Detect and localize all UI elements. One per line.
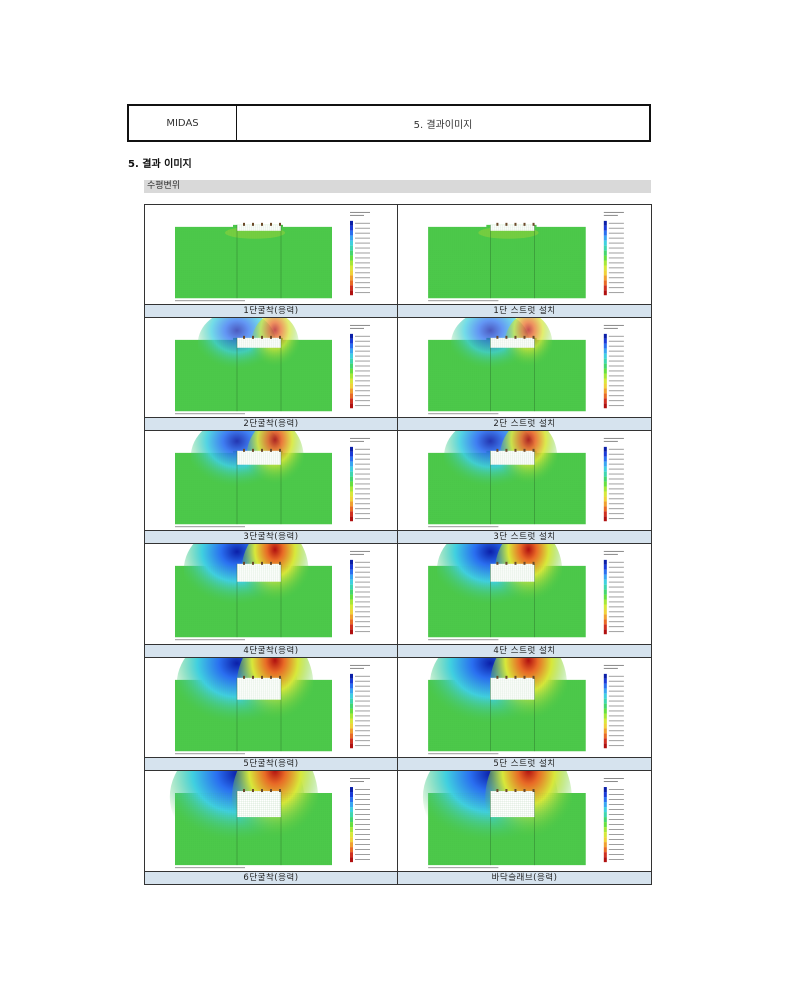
contour-plot	[428, 431, 624, 528]
result-cell: 1단 스트럿 설치	[398, 205, 651, 319]
color-legend	[350, 438, 370, 522]
result-cell: 2단 스트럿 설치	[398, 318, 651, 432]
contour-plot	[428, 657, 624, 754]
cell-caption: 3단굴착(응력)	[145, 530, 397, 544]
color-legend	[603, 438, 624, 522]
contour-image	[145, 657, 397, 757]
result-cell: 3단굴착(응력)	[145, 431, 398, 545]
contour-plot	[175, 544, 370, 641]
result-cell: 6단굴착(응력)	[145, 770, 398, 884]
contour-plot	[428, 211, 624, 302]
result-cell: 바닥슬래브(응력)	[398, 770, 651, 884]
soil-model	[175, 544, 332, 638]
result-cell: 5단굴착(응력)	[145, 657, 398, 771]
document-header: MIDAS 5. 결과이미지	[127, 104, 651, 142]
cell-caption: 5단 스트럿 설치	[398, 756, 651, 770]
contour-plot	[175, 657, 370, 754]
soil-model	[428, 544, 586, 638]
result-cell: 4단굴착(응력)	[145, 544, 398, 658]
soil-model	[175, 318, 332, 412]
color-legend	[350, 664, 370, 748]
color-legend	[603, 325, 624, 409]
soil-model	[428, 657, 586, 751]
soil-model	[428, 318, 586, 412]
color-legend	[603, 551, 624, 635]
result-cell: 2단굴착(응력)	[145, 318, 398, 432]
cell-caption: 3단 스트럿 설치	[398, 530, 651, 544]
soil-model	[175, 657, 332, 751]
contour-image	[145, 318, 397, 418]
cell-caption: 2단 스트럿 설치	[398, 417, 651, 431]
color-legend	[603, 777, 624, 862]
section-title: 5. 결과 이미지	[128, 159, 192, 170]
contour-image	[398, 431, 651, 531]
contour-plot	[422, 770, 624, 868]
header-company: MIDAS	[129, 106, 237, 140]
contour-plot	[175, 431, 370, 528]
soil-model	[175, 431, 332, 525]
soil-model	[422, 770, 586, 865]
color-legend	[350, 551, 370, 635]
contour-image	[145, 770, 397, 871]
contour-image	[145, 544, 397, 644]
color-legend	[350, 211, 370, 296]
cell-caption: 4단 스트럿 설치	[398, 643, 651, 657]
result-image-grid: 1단굴착(응력) 1단 스트럿 설치 2단굴착(응력) 2단 스트럿 설치 3단굴착(응…	[144, 204, 652, 885]
color-legend	[350, 325, 370, 409]
cell-caption: 6단굴착(응력)	[145, 870, 397, 884]
soil-model	[169, 770, 332, 865]
color-legend	[603, 664, 624, 748]
contour-image	[145, 205, 397, 305]
contour-plot	[428, 544, 624, 641]
cell-caption: 1단굴착(응력)	[145, 304, 397, 318]
contour-image	[145, 431, 397, 531]
subsection-bar: 수평변위	[144, 180, 651, 193]
contour-image	[398, 770, 651, 871]
header-section: 5. 결과이미지	[413, 119, 473, 131]
contour-image	[398, 318, 651, 418]
color-legend	[350, 777, 370, 862]
result-cell: 4단 스트럿 설치	[398, 544, 651, 658]
cell-caption: 1단 스트럿 설치	[398, 304, 651, 318]
result-cell: 3단 스트럿 설치	[398, 431, 651, 545]
contour-plot	[169, 770, 370, 868]
soil-model	[175, 222, 332, 299]
contour-plot	[175, 318, 370, 415]
contour-image	[398, 657, 651, 757]
color-legend	[603, 211, 624, 296]
result-cell: 5단 스트럿 설치	[398, 657, 651, 771]
contour-plot	[428, 318, 624, 415]
contour-plot	[175, 211, 370, 302]
cell-caption: 4단굴착(응력)	[145, 643, 397, 657]
contour-image	[398, 544, 651, 644]
cell-caption: 5단굴착(응력)	[145, 756, 397, 770]
cell-caption: 바닥슬래브(응력)	[398, 870, 651, 884]
soil-model	[428, 431, 586, 525]
result-cell: 1단굴착(응력)	[145, 205, 398, 319]
soil-model	[428, 222, 586, 299]
cell-caption: 2단굴착(응력)	[145, 417, 397, 431]
contour-image	[398, 205, 651, 305]
